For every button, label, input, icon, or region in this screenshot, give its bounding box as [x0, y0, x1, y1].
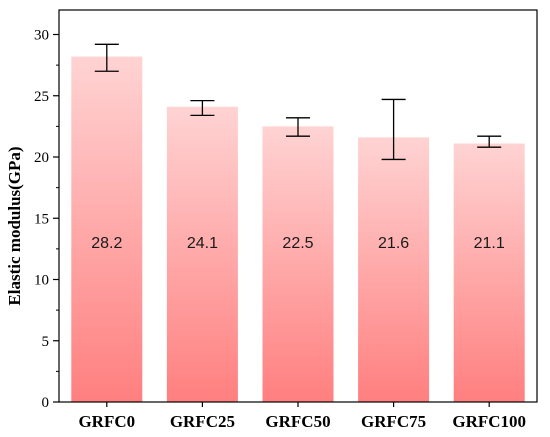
x-tick-label-grfc50: GRFC50: [265, 412, 330, 431]
y-tick-label-15: 15: [34, 211, 49, 227]
error-bar-grfc0: [94, 43, 119, 72]
data-label-grfc25: 24.1: [187, 235, 218, 252]
error-bar-grfc75: [381, 98, 406, 161]
x-tick-label-grfc75: GRFC75: [361, 412, 426, 431]
error-bars-layer: [94, 43, 502, 161]
y-tick-label-10: 10: [34, 273, 49, 289]
y-axis-title: Elastic modulus(GPa): [5, 146, 24, 305]
bar-grfc100: [453, 143, 525, 402]
error-bar-grfc50: [286, 117, 310, 137]
x-tick-label-grfc0: GRFC0: [78, 412, 135, 431]
bar-grfc50: [262, 126, 334, 402]
x-tick-label-grfc25: GRFC25: [170, 412, 235, 431]
error-bar-grfc100: [477, 135, 502, 148]
data-label-grfc50: 22.5: [282, 235, 313, 252]
y-tick-label-30: 30: [34, 28, 49, 44]
bar-grfc25: [166, 106, 238, 403]
data-labels-layer: 28.2 24.1 22.5 21.6 21.1: [91, 235, 505, 252]
y-tick-label-20: 20: [34, 150, 49, 166]
x-tick-label-grfc100: GRFC100: [452, 412, 526, 431]
y-axis: 0 5 10 15 20 25 30: [34, 28, 59, 411]
x-axis: GRFC0 GRFC25 GRFC50 GRFC75 GRFC100: [78, 402, 526, 431]
data-label-grfc100: 21.1: [474, 235, 505, 252]
bars-layer: [71, 56, 525, 403]
bar-grfc75: [358, 137, 430, 402]
data-label-grfc0: 28.2: [91, 235, 122, 252]
bar-grfc0: [71, 56, 143, 403]
y-tick-label-5: 5: [42, 334, 50, 350]
y-tick-label-0: 0: [42, 395, 50, 411]
error-bar-grfc25: [190, 100, 215, 116]
data-label-grfc75: 21.6: [378, 235, 409, 252]
y-tick-label-25: 25: [34, 89, 49, 105]
